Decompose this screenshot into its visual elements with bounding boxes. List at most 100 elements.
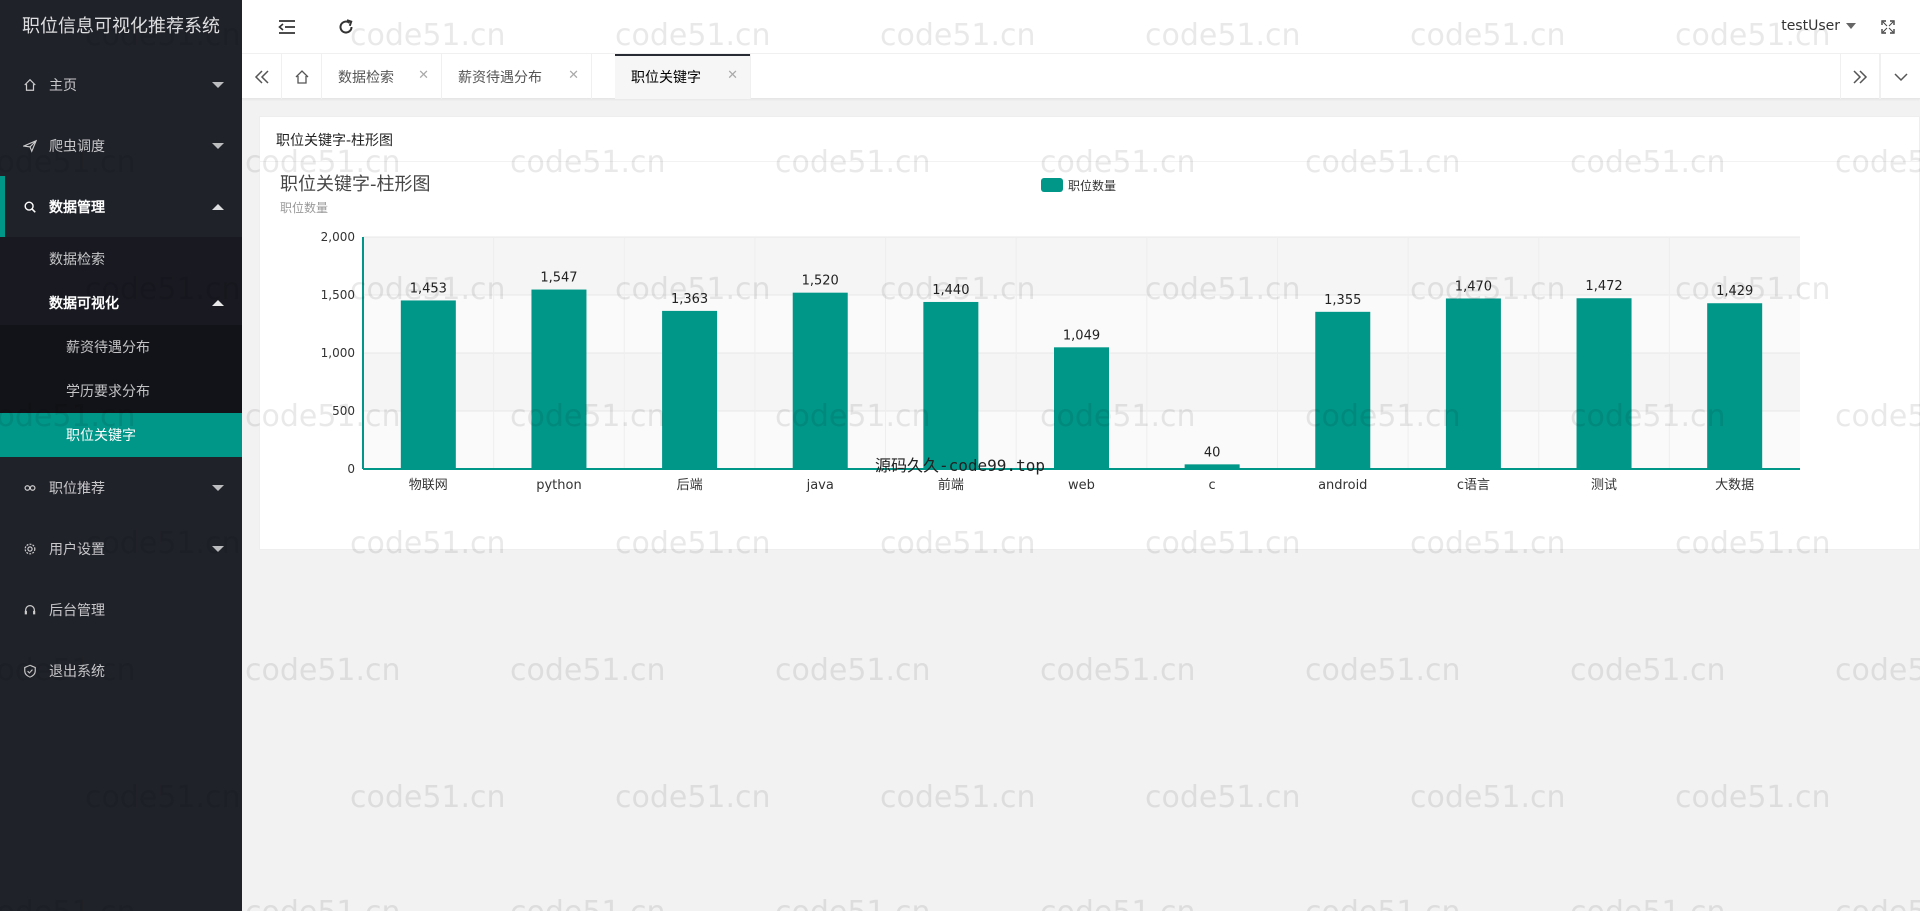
watermark-text: code51.cn (1410, 780, 1566, 815)
x-tick-label: 大数据 (1715, 478, 1754, 493)
chevron-down-icon (212, 81, 224, 88)
sidebar: 职位信息可视化推荐系统 主页 爬虫调度 数据管理 数据检索 数据可视化 薪资待遇 (0, 0, 242, 911)
user-menu[interactable]: testUser (1781, 18, 1856, 34)
nav-crawler[interactable]: 爬虫调度 (0, 115, 242, 176)
chevron-up-icon (212, 300, 224, 306)
x-tick-label: 后端 (677, 478, 703, 493)
nav-admin[interactable]: 后台管理 (0, 579, 242, 640)
watermark-text: code51.cn (245, 653, 401, 688)
sidebar-item-label: 数据检索 (49, 252, 105, 268)
link-icon (20, 481, 40, 495)
nav-home[interactable]: 主页 (0, 54, 242, 115)
data-label: 1,472 (1585, 279, 1622, 294)
close-icon[interactable]: ✕ (568, 68, 579, 83)
nav-job-recommend-label: 职位推荐 (49, 480, 105, 497)
data-viz-submenu: 薪资待遇分布 学历要求分布 职位关键字 (0, 325, 242, 457)
data-label: 40 (1204, 445, 1221, 460)
bottom-watermark-text: 源码久久-code99.top (875, 456, 1045, 475)
sidebar-item-salary[interactable]: 薪资待遇分布 (0, 325, 242, 369)
sidebar-item-label: 薪资待遇分布 (66, 340, 150, 356)
close-icon[interactable]: ✕ (418, 68, 429, 83)
x-tick-label: 测试 (1591, 478, 1617, 493)
x-tick-label: java (806, 478, 834, 493)
tab-data-search[interactable]: 数据检索 ✕ (322, 54, 442, 99)
tab-label: 职位关键字 (631, 69, 701, 86)
watermark-text: code51.cn (350, 780, 506, 815)
tab-keywords[interactable]: 职位关键字 ✕ (615, 54, 751, 99)
watermark-text: code51.cn (1835, 653, 1920, 688)
watermark-text: code51.cn (615, 780, 771, 815)
y-axis-label: 职位数量 (280, 200, 328, 215)
nav-logout[interactable]: 退出系统 (0, 640, 242, 701)
watermark-text: code51.cn (245, 895, 401, 911)
refresh-icon[interactable] (334, 15, 358, 39)
bar (531, 289, 587, 469)
sidebar-item-education[interactable]: 学历要求分布 (0, 369, 242, 413)
chevron-down-icon (212, 484, 224, 491)
nav-data-management-label: 数据管理 (49, 199, 105, 216)
legend-swatch[interactable] (1041, 178, 1063, 192)
x-tick-label: 物联网 (409, 478, 448, 493)
nav-crawler-label: 爬虫调度 (49, 138, 105, 155)
data-label: 1,429 (1716, 284, 1753, 299)
bar (662, 310, 718, 469)
home-tab-icon[interactable] (282, 54, 322, 99)
tab-salary[interactable]: 薪资待遇分布 ✕ (442, 54, 592, 99)
x-tick-label: c (1209, 478, 1216, 493)
bar (792, 292, 848, 469)
username: testUser (1781, 18, 1840, 34)
card-title: 职位关键字-柱形图 (276, 133, 394, 149)
watermark-text: code51.cn (1040, 653, 1196, 688)
nav-home-label: 主页 (49, 77, 77, 94)
x-tick-label: 前端 (938, 477, 964, 493)
chevron-down-icon (212, 545, 224, 552)
card-divider (260, 161, 1919, 162)
bar (1054, 347, 1109, 469)
tab-label: 数据检索 (338, 69, 394, 86)
watermark-text: code51.cn (1305, 653, 1461, 688)
data-management-submenu: 数据检索 数据可视化 薪资待遇分布 学历要求分布 职位关键字 (0, 237, 242, 457)
bar (1184, 464, 1240, 469)
data-label: 1,363 (671, 292, 708, 307)
data-label: 1,520 (802, 274, 839, 289)
watermark-text: code51.cn (775, 653, 931, 688)
bar (1576, 298, 1632, 469)
nav-user-settings[interactable]: 用户设置 (0, 518, 242, 579)
watermark-text: code51.cn (1305, 895, 1461, 911)
bar-chart: 职位关键字-柱形图 职位数量 职位数量 0 500 1,000 1,500 2,000 1… (280, 174, 1800, 493)
close-icon[interactable]: ✕ (727, 68, 738, 83)
top-header: testUser (242, 0, 1920, 54)
scroll-right-icon[interactable] (1840, 54, 1880, 99)
nav-logout-label: 退出系统 (49, 663, 105, 680)
data-label: 1,547 (540, 271, 577, 286)
nav-data-management[interactable]: 数据管理 (0, 176, 242, 237)
x-tick-label: android (1318, 478, 1367, 493)
tab-label: 薪资待遇分布 (458, 69, 542, 86)
sidebar-item-keywords[interactable]: 职位关键字 (0, 413, 242, 457)
menu-toggle-icon[interactable] (275, 15, 299, 39)
watermark-text: code51.cn (775, 895, 931, 911)
sidebar-item-data-viz[interactable]: 数据可视化 (0, 281, 242, 325)
send-icon (20, 139, 40, 153)
x-tick-label: python (536, 478, 581, 493)
fullscreen-icon[interactable] (1876, 15, 1900, 39)
x-tick-label: c语言 (1457, 478, 1490, 493)
gear-icon (20, 542, 40, 556)
watermark-text: code51.cn (1835, 895, 1920, 911)
bar (923, 301, 979, 469)
y-tick-label: 500 (332, 404, 355, 418)
y-tick-label: 1,000 (321, 346, 355, 360)
data-label: 1,049 (1063, 328, 1100, 343)
y-tick-label: 2,000 (321, 230, 355, 244)
watermark-text: code51.cn (1570, 653, 1726, 688)
watermark-text: code51.cn (880, 780, 1036, 815)
legend-label[interactable]: 职位数量 (1068, 178, 1116, 193)
bar (1445, 298, 1501, 469)
sidebar-item-label: 职位关键字 (66, 428, 136, 444)
sidebar-item-data-search[interactable]: 数据检索 (0, 237, 242, 281)
home-icon (20, 78, 40, 92)
scroll-left-icon[interactable] (242, 54, 282, 99)
tab-options-chevron-down-icon[interactable] (1880, 54, 1920, 99)
sidebar-item-label: 数据可视化 (49, 296, 119, 312)
nav-job-recommend[interactable]: 职位推荐 (0, 457, 242, 518)
